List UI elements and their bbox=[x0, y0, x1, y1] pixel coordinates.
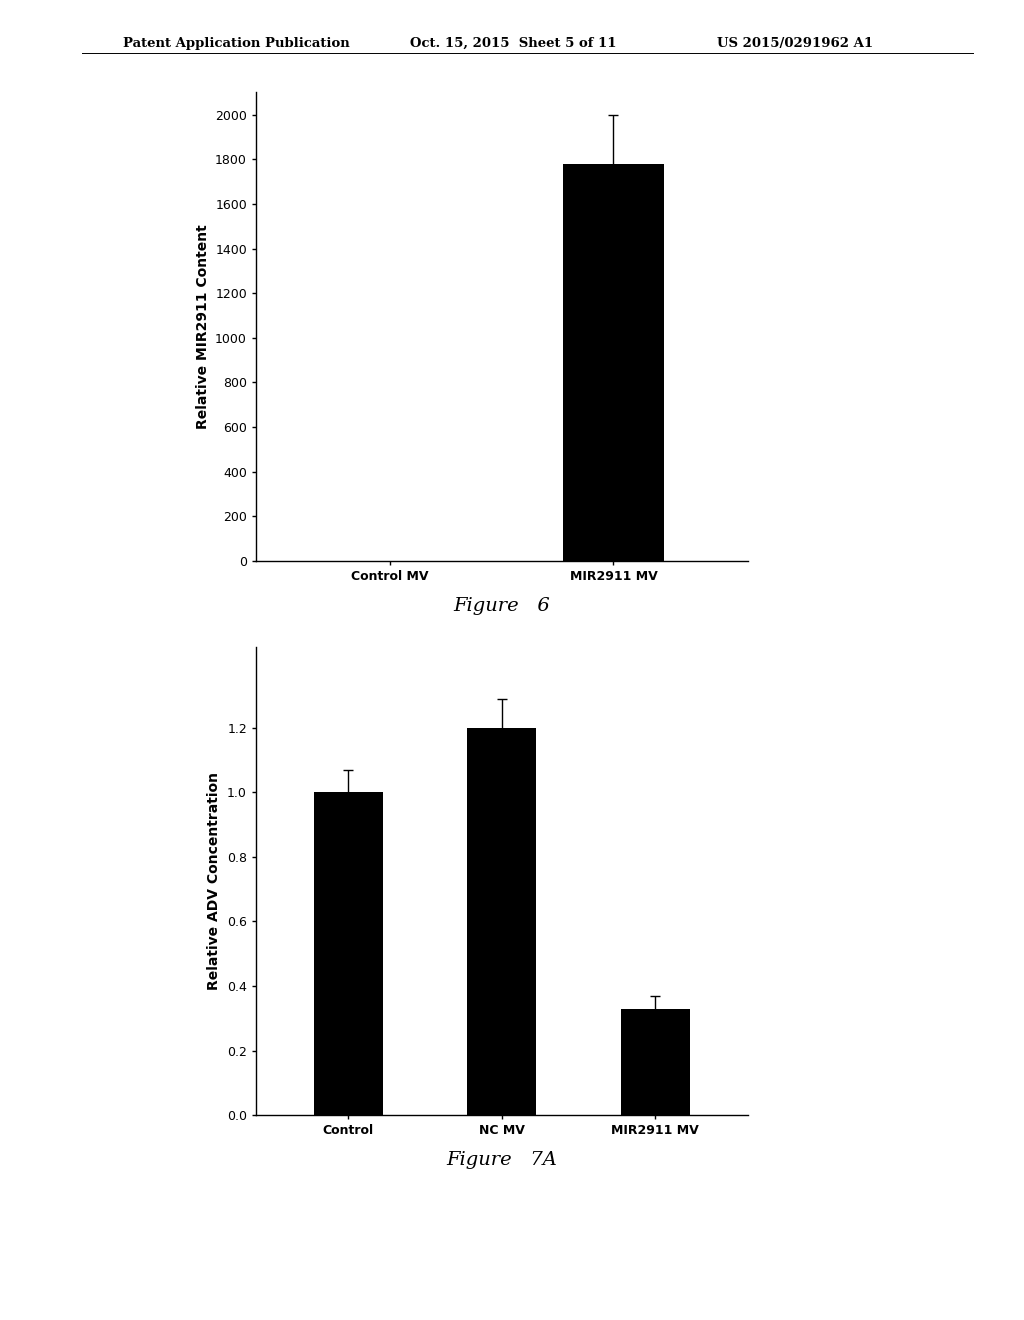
Text: Figure   6: Figure 6 bbox=[454, 597, 550, 615]
Y-axis label: Relative MIR2911 Content: Relative MIR2911 Content bbox=[196, 224, 210, 429]
Text: Patent Application Publication: Patent Application Publication bbox=[123, 37, 349, 50]
Bar bbox=[467, 727, 537, 1115]
Bar bbox=[563, 164, 664, 561]
Text: Figure   7A: Figure 7A bbox=[446, 1151, 557, 1170]
Bar bbox=[621, 1008, 690, 1115]
Y-axis label: Relative ADV Concentration: Relative ADV Concentration bbox=[208, 772, 221, 990]
Bar bbox=[313, 792, 383, 1115]
Text: Oct. 15, 2015  Sheet 5 of 11: Oct. 15, 2015 Sheet 5 of 11 bbox=[410, 37, 616, 50]
Text: US 2015/0291962 A1: US 2015/0291962 A1 bbox=[717, 37, 872, 50]
